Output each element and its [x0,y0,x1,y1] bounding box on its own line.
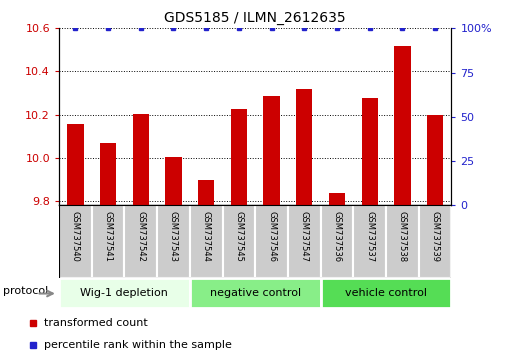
Text: GSM737542: GSM737542 [136,211,145,262]
Bar [100,143,116,205]
Bar [190,278,321,308]
Text: GSM737547: GSM737547 [300,211,309,262]
Bar [165,157,182,205]
Text: GSM737541: GSM737541 [104,211,112,262]
Text: transformed count: transformed count [44,318,148,329]
Title: GDS5185 / ILMN_2612635: GDS5185 / ILMN_2612635 [164,11,346,24]
Bar [427,115,443,205]
Bar [59,205,92,278]
Text: GSM737540: GSM737540 [71,211,80,262]
Bar [394,46,410,205]
Bar [198,181,214,205]
Bar [362,98,378,205]
Text: vehicle control: vehicle control [345,288,427,298]
Text: GSM737536: GSM737536 [332,211,342,262]
Bar [353,205,386,278]
Bar [321,278,451,308]
Bar [288,205,321,278]
Bar [190,205,223,278]
Bar [67,124,84,205]
Bar [321,205,353,278]
Text: Wig-1 depletion: Wig-1 depletion [81,288,168,298]
Bar [263,96,280,205]
Text: negative control: negative control [210,288,301,298]
Text: GSM737545: GSM737545 [234,211,243,262]
Bar [386,205,419,278]
Text: percentile rank within the sample: percentile rank within the sample [44,339,232,350]
Bar [132,114,149,205]
Bar [231,109,247,205]
Text: GSM737543: GSM737543 [169,211,178,262]
Text: GSM737539: GSM737539 [430,211,440,262]
Bar [223,205,255,278]
Text: protocol: protocol [3,286,48,296]
Bar [255,205,288,278]
Bar [419,205,451,278]
Bar [329,193,345,205]
Bar [92,205,125,278]
Bar [157,205,190,278]
Text: GSM737538: GSM737538 [398,211,407,262]
Text: GSM737544: GSM737544 [202,211,211,262]
Bar [124,205,157,278]
Bar [296,89,312,205]
Text: GSM737546: GSM737546 [267,211,276,262]
Text: GSM737537: GSM737537 [365,211,374,262]
Bar [59,278,190,308]
